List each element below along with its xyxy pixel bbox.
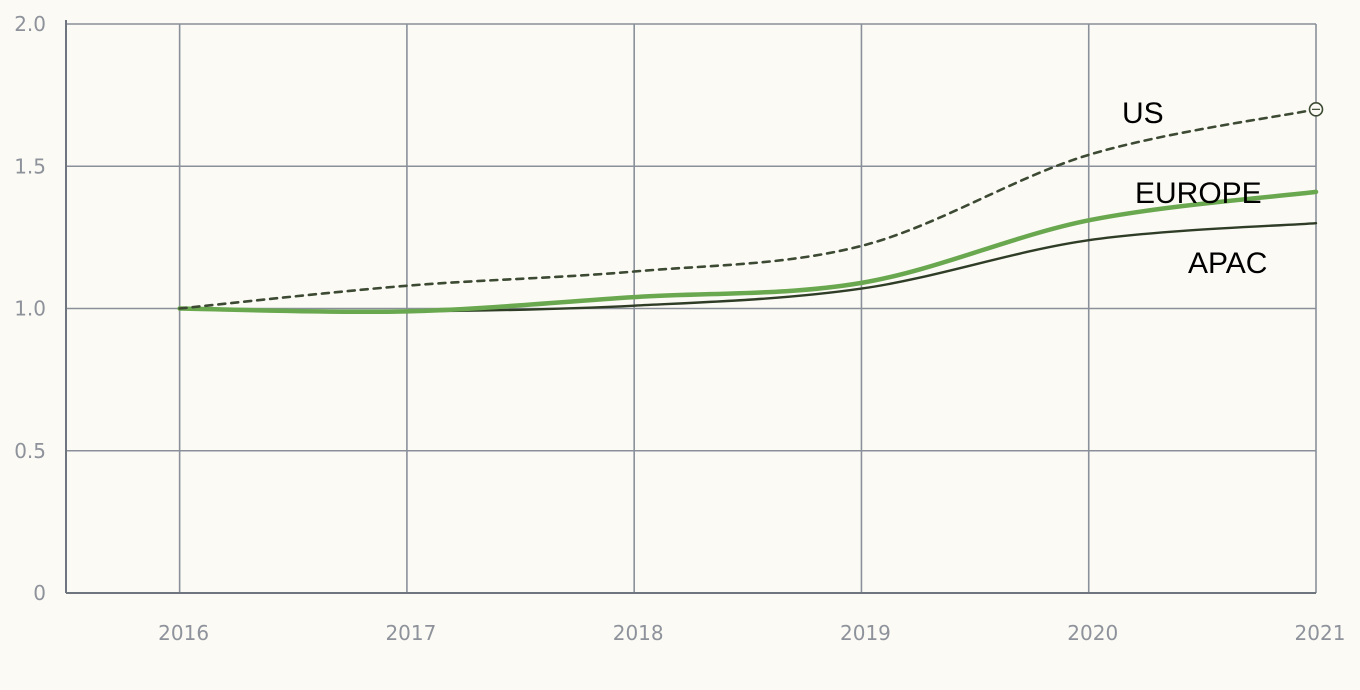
x-tick-label: 2020 <box>1067 621 1118 645</box>
y-tick-label: 0 <box>33 581 46 605</box>
series-labels: US EUROPE APAC <box>1122 97 1267 280</box>
x-tick-label: 2017 <box>385 621 436 645</box>
series-line-europe <box>177 189 1319 315</box>
axes <box>65 20 1316 594</box>
y-tick-label: 1.5 <box>14 154 46 178</box>
series-line-apac <box>178 221 1318 313</box>
y-tick-label: 2.0 <box>14 12 46 36</box>
series-label-apac: APAC <box>1188 247 1267 280</box>
x-tick-label: 2019 <box>840 621 891 645</box>
series-line-us <box>178 108 1318 310</box>
y-tick-label: 0.5 <box>14 439 46 463</box>
series-label-europe: EUROPE <box>1135 177 1262 210</box>
x-tick-label: 2016 <box>158 621 209 645</box>
series-lines <box>177 102 1324 315</box>
x-tick-label: 2021 <box>1295 621 1346 645</box>
series-label-us: US <box>1122 97 1164 130</box>
x-tick-label: 2018 <box>613 621 664 645</box>
y-tick-label: 1.0 <box>14 297 46 321</box>
tick-labels: 0 0.5 1.0 1.5 2.0 2016 2017 2018 2019 2020 2021 <box>14 12 1345 645</box>
